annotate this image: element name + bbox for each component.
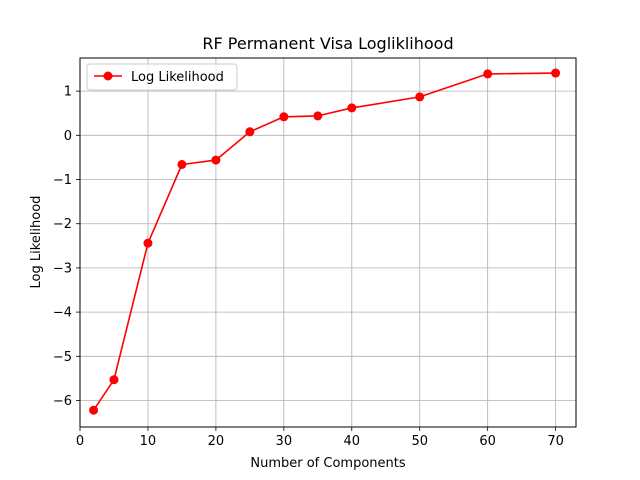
x-tick-label: 70 — [547, 434, 564, 449]
x-tick-label: 40 — [344, 434, 361, 449]
data-point — [143, 238, 153, 248]
series-line — [92, 72, 556, 411]
y-tick-label: −5 — [53, 350, 72, 365]
y-tick-label: 1 — [64, 85, 72, 100]
y-axis-label: Log Likelihood — [29, 196, 44, 289]
grid — [79, 58, 576, 427]
y-tick-label: −2 — [53, 217, 72, 232]
chart-title: RF Permanent Visa Logliklihood — [202, 34, 453, 53]
data-point — [211, 155, 221, 165]
x-tick-label: 30 — [276, 434, 293, 449]
data-point — [109, 375, 119, 385]
data-point — [415, 92, 425, 102]
y-tick-label: 0 — [64, 129, 72, 144]
x-tick-label: 0 — [76, 434, 84, 449]
legend-box — [86, 63, 238, 91]
x-tick-label: 10 — [140, 434, 157, 449]
x-tick-label: 50 — [411, 434, 428, 449]
data-point — [483, 69, 493, 79]
x-axis-label: Number of Components — [250, 456, 405, 471]
legend-marker — [103, 71, 113, 81]
legend-label: Log Likelihood — [131, 70, 224, 85]
y-tick-label: −1 — [53, 173, 72, 188]
y-tick-label: −3 — [53, 261, 72, 276]
data-point — [313, 111, 323, 121]
data-point — [89, 405, 99, 415]
legend: Log Likelihood — [86, 63, 238, 91]
data-point — [551, 68, 561, 78]
data-point — [177, 160, 187, 170]
plot-frame — [79, 57, 577, 428]
data-point — [279, 112, 289, 122]
data-point — [347, 103, 357, 113]
y-tick-label: −4 — [53, 306, 72, 321]
y-tick-label: −6 — [53, 394, 72, 409]
x-tick-label: 60 — [479, 434, 496, 449]
x-tick-label: 20 — [208, 434, 225, 449]
ticks: 0 10 20 30 40 50 60 70 −6 −5 −4 −3 −2 −1 0 1 — [53, 85, 564, 449]
series-layer — [89, 68, 561, 415]
data-point — [245, 127, 255, 137]
